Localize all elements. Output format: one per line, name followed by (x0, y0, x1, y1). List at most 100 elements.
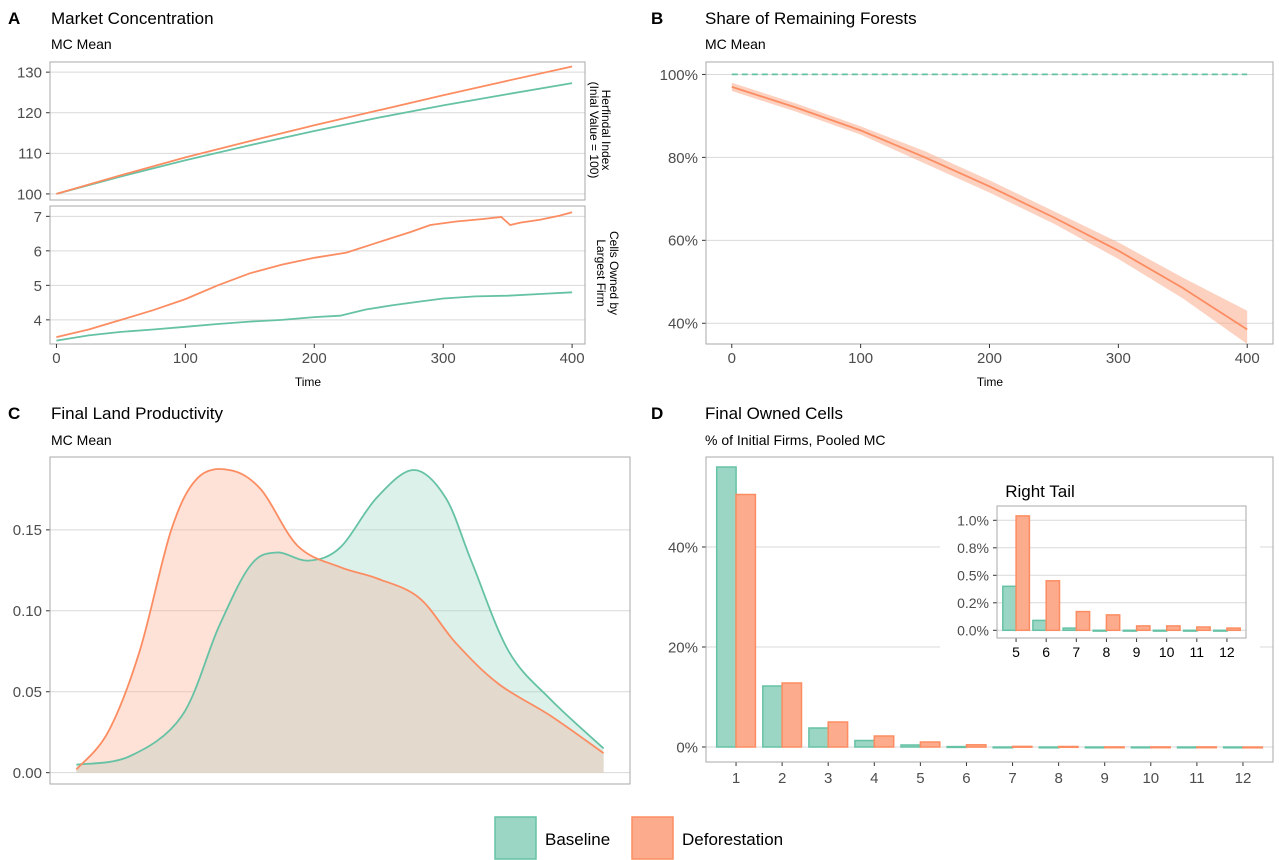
panel-d-bar-deforestation (827, 721, 849, 748)
panel-a-bottom-y-tick-label: 4 (34, 312, 42, 329)
panel-d-x-tick-label: 12 (1235, 770, 1252, 787)
panel-d: D Final Owned Cells % of Initial Firms, … (651, 404, 1274, 787)
panel-c-plot: 0.00 0.05 0.10 0.15 (13, 456, 631, 785)
panel-d-inset-y-tick-label: 0.8% (957, 540, 989, 556)
legend-label-deforestation: Deforestation (682, 830, 783, 849)
panel-d-x-tick-label: 4 (870, 770, 878, 787)
panel-b-x-tick-label: 300 (1106, 350, 1131, 367)
panel-b-x-axis-label: Time (977, 375, 1004, 389)
panel-d-inset-x-tick-label: 8 (1103, 644, 1111, 660)
panel-d-bar-deforestation (781, 682, 803, 748)
panel-a-plot-herfindahl: 100 110 120 130 (17, 61, 586, 203)
panel-c-line-deforestation (75, 468, 605, 770)
panel-c-y-tick-label: 0.15 (13, 522, 42, 539)
panel-d-frame (705, 456, 1274, 763)
panel-d-bar-deforestation (1242, 746, 1264, 749)
legend-swatch-baseline (494, 816, 537, 860)
panel-a: A Market Concentration MC Mean 100 110 120… (8, 9, 621, 389)
panel-d-y-tick-label: 40% (668, 539, 698, 556)
panel-a-x-axis-label: Time (295, 375, 322, 389)
panel-b-tag: B (651, 9, 663, 28)
panel-b-y-tick-label: 80% (668, 150, 698, 167)
panel-a-bottom-y-label-line2: Largest Firm (594, 239, 608, 306)
panel-d-inset-bar-deforestation (1015, 515, 1031, 632)
panel-b-x-tick-label: 400 (1235, 350, 1260, 367)
panel-d-bar-deforestation (735, 493, 757, 748)
panel-a-x-tick-label: 0 (52, 350, 60, 367)
panel-d-inset-bar-deforestation (1135, 625, 1151, 632)
legend-label-baseline: Baseline (545, 830, 610, 849)
panel-d-bar-baseline (715, 466, 737, 748)
panel-a-top-y-tick-label: 130 (17, 65, 42, 82)
panel-d-x-tick-label: 9 (1101, 770, 1109, 787)
panel-d-bar-deforestation (1011, 745, 1033, 748)
panel-d-inset-x-tick-label: 12 (1219, 644, 1235, 660)
panel-d-x-tick-label: 3 (824, 770, 832, 787)
panel-d-bar-deforestation (873, 735, 895, 748)
panel-d-inset-bar-baseline (1092, 629, 1108, 632)
panel-d-tag: D (651, 404, 663, 423)
panel-a-top-y-tick-label: 120 (17, 105, 42, 122)
legend-swatch-deforestation (631, 816, 674, 860)
panel-d-bar-baseline (808, 727, 830, 748)
panel-a-x-tick-label: 300 (431, 350, 456, 367)
panel-d-bar-baseline (854, 739, 876, 748)
panel-d-inset-bar-deforestation (1165, 625, 1181, 632)
panel-d-inset-y-tick-label: 1.0% (957, 512, 989, 528)
panel-d-x-tick-label: 10 (1142, 770, 1159, 787)
panel-d-x-tick-label: 7 (1008, 770, 1016, 787)
panel-d-bar-baseline (946, 745, 968, 749)
panel-a-tag: A (8, 9, 20, 28)
panel-a-bottom-y-tick-label: 7 (34, 209, 42, 226)
panel-d-inset-bar-baseline (1182, 629, 1198, 632)
panel-d-bar-baseline (762, 685, 783, 748)
panel-c-title: Final Land Productivity (51, 404, 223, 423)
panel-d-inset-bar-deforestation (1196, 626, 1211, 632)
panel-b-plot: 40% 60% 80% 100% 0 100 200 300 400 (660, 61, 1274, 367)
panel-d-inset-x-tick-label: 9 (1133, 644, 1141, 660)
panel-d-inset-title: Right Tail (1005, 482, 1075, 501)
panel-a-bottom-y-label-line1: Cells Owned by (607, 231, 621, 315)
panel-b-subtitle: MC Mean (705, 36, 766, 52)
panel-b-y-tick-label: 40% (668, 316, 698, 333)
panel-d-inset-y-tick-label: 0.5% (957, 567, 989, 583)
panel-c-y-tick-label: 0.00 (13, 765, 42, 782)
panel-b-x-tick-label: 0 (728, 350, 736, 367)
panel-d-inset-x-tick-label: 11 (1190, 644, 1205, 660)
panel-a-title: Market Concentration (51, 9, 214, 28)
panel-b-line-deforestation (731, 86, 1248, 331)
panel-d-bar-deforestation (1057, 745, 1079, 749)
panel-c-subtitle: MC Mean (51, 432, 112, 448)
panel-a-top-y-tick-label: 110 (18, 146, 42, 163)
panel-d-x-tick-label: 1 (732, 770, 740, 787)
panel-b-ribbon-deforestation (731, 82, 1248, 344)
panel-d-bar-baseline (1084, 746, 1106, 749)
panel-c: C Final Land Productivity MC Mean 0.000.… (8, 404, 631, 785)
panel-c-tag: C (8, 404, 20, 423)
panel-a-top-frame (49, 61, 586, 201)
panel-d-y-tick-label: 0% (676, 739, 698, 756)
panel-d-inset-x-tick-label: 5 (1012, 644, 1020, 660)
panel-c-line-baseline (76, 469, 605, 766)
panel-b-x-tick-label: 200 (977, 350, 1002, 367)
panel-d-bar-deforestation (965, 744, 987, 748)
panel-a-x-tick-label: 200 (302, 350, 327, 367)
panel-d-inset-x-tick-label: 7 (1072, 644, 1080, 660)
panel-a-plot-largest-firm: 4 5 6 7 0 100 200 300 400 (34, 205, 586, 367)
panel-d-inset-y-tick-label: 0.0% (957, 622, 989, 638)
panel-a-top-line-deforestation (56, 65, 573, 195)
panel-a-top-y-label-line1: Herfindal Index (599, 90, 613, 171)
panel-a-bottom-line-deforestation (56, 211, 573, 338)
panel-d-inset-frame (996, 505, 1247, 639)
panel-d-inset-plot: 0.0% 0.2% 0.5% 0.8% 1.0% 5 6 7 8 9 10 11 12 (940, 470, 1260, 662)
panel-d-inset-bar-baseline (1152, 629, 1168, 632)
panel-d-x-tick-label: 5 (916, 770, 924, 787)
panel-a-bottom-y-tick-label: 6 (34, 243, 42, 260)
panel-a-top-line-baseline (56, 82, 573, 195)
panel-d-bar-deforestation (1103, 746, 1125, 749)
panel-d-bar-baseline (900, 744, 922, 748)
panel-d-subtitle: % of Initial Firms, Pooled MC (705, 432, 886, 448)
panel-b: B Share of Remaining Forests MC Mean 40%… (651, 9, 1274, 389)
panel-a-x-tick-label: 400 (560, 350, 585, 367)
